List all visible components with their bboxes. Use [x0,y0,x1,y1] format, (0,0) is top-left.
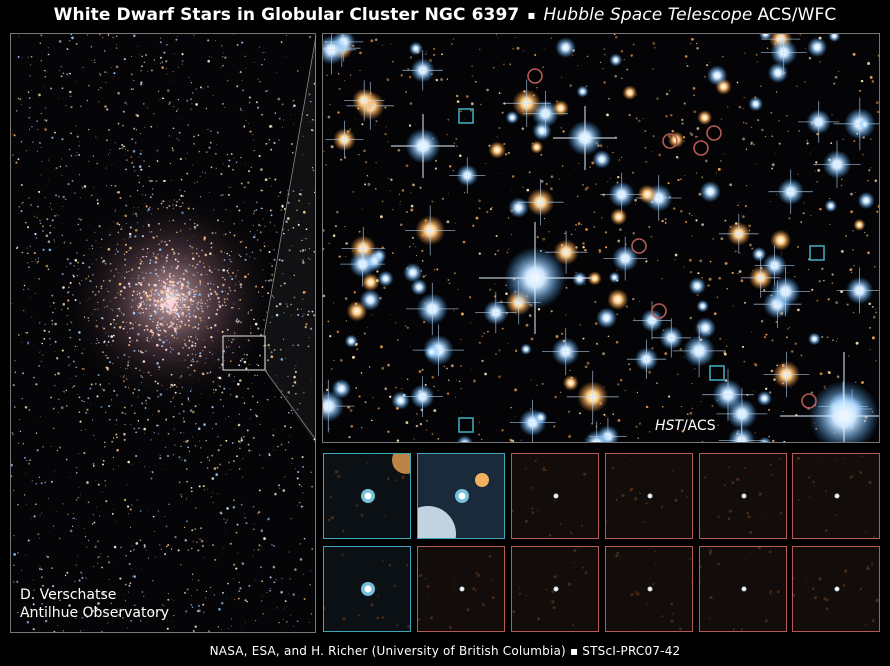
thumbnail-star-image [700,454,786,538]
star-thumbnail [699,546,787,632]
hst-zoomed-field [322,33,880,443]
thumbnail-star-image [700,547,786,631]
red-circle-marker [527,68,543,84]
image-credit-footer: NASA, ESA, and H. Richer (University of … [209,644,681,658]
star-thumbnail [792,546,880,632]
hst-label-rest: /ACS [682,418,716,434]
thumbnail-star-image [418,547,504,631]
red-circle-marker [801,393,817,409]
hst-starfield [323,34,879,442]
star-thumbnail [417,453,505,539]
star-thumbnail [323,546,411,632]
red-circle-marker [662,133,678,149]
credit-observatory: Antilhue Observatory [20,605,170,621]
red-circle-marker [651,303,667,319]
thumbnail-star-image [324,547,410,631]
thumbnail-star-image [324,454,410,538]
star-thumbnail [605,453,693,539]
title-telescope: Hubble Space Telescope [543,5,753,25]
thumbnail-star-image [793,547,879,631]
blue-square-marker [809,245,825,261]
thumbnail-star-image [418,454,504,538]
hst-label-italic: HST [655,418,683,434]
title-separator: ▪ [527,8,536,22]
thumbnail-star-image [606,547,692,631]
thumbnail-star-image [512,547,598,631]
title-main: White Dwarf Stars in Globular Cluster NG… [53,5,520,25]
star-thumbnail [511,546,599,632]
blue-square-marker [709,365,725,381]
red-circle-marker [706,125,722,141]
red-circle-marker [693,140,709,156]
blue-square-marker [458,108,474,124]
star-thumbnail [699,453,787,539]
star-thumbnail [323,453,411,539]
observatory-credit: D. Verschatse Antilhue Observatory [20,586,169,622]
thumbnail-star-image [512,454,598,538]
star-thumbnail [792,453,880,539]
hst-instrument-label: HST/ACS [655,418,716,434]
thumbnail-star-image [793,454,879,538]
star-thumbnail [511,453,599,539]
thumbnail-star-image [606,454,692,538]
credit-name: D. Verschatse [20,587,117,603]
red-circle-marker [631,238,647,254]
star-thumbnail [605,546,693,632]
page-title: White Dwarf Stars in Globular Cluster NG… [0,0,890,30]
zoom-region-box [222,335,266,371]
blue-square-marker [458,417,474,433]
title-instrument: ACS/WFC [757,5,837,25]
star-thumbnail [417,546,505,632]
